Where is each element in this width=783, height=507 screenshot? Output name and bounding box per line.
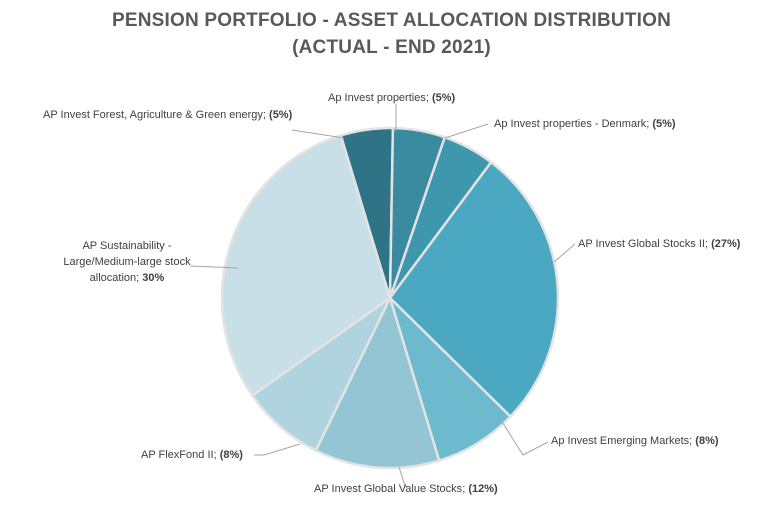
leader-denmark-properties: [444, 123, 489, 139]
label-denmark-properties: Ap Invest properties - Denmark; (5%): [494, 118, 676, 130]
leader-sustainability: [189, 265, 239, 269]
label-forest-agriculture: AP Invest Forest, Agriculture & Green en…: [43, 109, 293, 121]
slice-sustainability: [220, 134, 392, 397]
label-sustainability: AP Sustainability - Large/Medium-large s…: [63, 240, 191, 284]
slice-invest-properties: [388, 126, 446, 300]
leader-forest-agriculture: [291, 129, 345, 139]
slice-global-stocks-ii: [388, 160, 560, 418]
leader-flexfond-ii: [254, 443, 301, 456]
chart-title-line-1: PENSION PORTFOLIO - ASSET ALLOCATION DIS…: [111, 10, 672, 31]
label-global-stocks-ii: AP Invest Global Stocks II; (27%): [578, 238, 741, 250]
slice-global-value-stocks: [314, 296, 441, 470]
leader-emerging-markets: [500, 419, 549, 456]
leader-global-value-stocks: [398, 466, 407, 487]
label-emerging-markets: Ap Invest Emerging Markets; (8%): [551, 435, 719, 447]
label-invest-properties: Ap Invest properties; (5%): [328, 92, 456, 104]
label-flexfond-ii: AP FlexFond II; (8%): [141, 449, 243, 461]
chart-title-line-2: (ACTUAL - END 2021): [292, 37, 491, 58]
label-global-value-stocks: AP Invest Global Value Stocks; (12%): [314, 483, 498, 495]
leader-global-stocks-ii: [553, 243, 576, 263]
